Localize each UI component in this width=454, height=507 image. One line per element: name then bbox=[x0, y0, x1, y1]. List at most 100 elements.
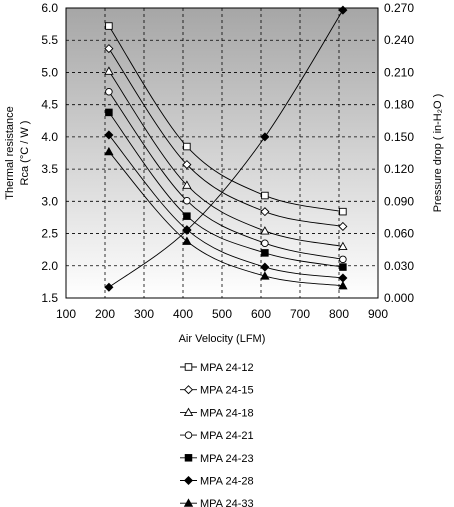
series-mpa-24-33 bbox=[104, 146, 348, 290]
data-point bbox=[260, 262, 270, 272]
legend-label: MPA 24-18 bbox=[200, 407, 254, 419]
y-right-tick-label: 0.270 bbox=[384, 1, 414, 15]
pressure-drop-point bbox=[260, 132, 270, 142]
pressure-drop-point bbox=[182, 225, 192, 235]
data-point bbox=[104, 44, 114, 54]
y-right-tick-label: 0.000 bbox=[384, 291, 414, 305]
y-left-axis-ticks: 1.5 2.0 2.5 3.0 3.5 4.0 4.5 5.0 5.5 6.0 bbox=[41, 1, 58, 305]
y-right-tick-label: 0.180 bbox=[384, 98, 414, 112]
legend-marker bbox=[184, 431, 193, 439]
legend-label: MPA 24-21 bbox=[200, 430, 254, 442]
y-right-tick-label: 0.030 bbox=[384, 259, 414, 273]
x-axis-ticks: 100 200 300 400 500 600 700 800 900 bbox=[56, 307, 388, 321]
y-right-tick-label: 0.240 bbox=[384, 33, 414, 47]
series-line bbox=[108, 112, 343, 268]
pressure-drop-point bbox=[338, 5, 348, 15]
data-point bbox=[183, 212, 191, 220]
data-point bbox=[104, 66, 114, 75]
y-left-tick-label: 6.0 bbox=[41, 1, 58, 15]
data-point bbox=[338, 241, 348, 251]
legend-label: MPA 24-33 bbox=[200, 498, 254, 507]
x-tick-label: 700 bbox=[290, 307, 310, 321]
series-line bbox=[108, 25, 343, 213]
y-left-tick-label: 2.5 bbox=[41, 227, 58, 241]
legend-label: MPA 24-15 bbox=[200, 385, 254, 397]
legend-item: MPA 24-23 bbox=[180, 453, 254, 465]
pressure-drop-line bbox=[108, 9, 344, 288]
data-point bbox=[104, 146, 114, 156]
data-point bbox=[182, 160, 192, 170]
x-tick-label: 400 bbox=[173, 307, 193, 321]
data-point bbox=[260, 226, 270, 235]
pressure-drop-point bbox=[104, 282, 114, 292]
y-left-tick-label: 2.0 bbox=[41, 259, 58, 273]
y-left-axis-label-line1: Thermal resistance bbox=[4, 106, 16, 200]
legend-item: MPA 24-28 bbox=[180, 476, 254, 488]
data-point bbox=[260, 271, 270, 280]
y-left-tick-label: 5.0 bbox=[41, 65, 58, 79]
data-point bbox=[261, 191, 269, 200]
data-point bbox=[105, 108, 113, 117]
legend-marker bbox=[183, 475, 194, 486]
series-layer bbox=[104, 5, 348, 292]
legend-marker bbox=[183, 407, 194, 416]
series-line bbox=[108, 48, 343, 227]
y-right-tick-label: 0.210 bbox=[384, 65, 414, 79]
x-axis-label: Air Velocity (LFM) bbox=[179, 333, 266, 345]
series-line bbox=[108, 91, 343, 260]
x-tick-label: 300 bbox=[134, 307, 154, 321]
legend-item: MPA 24-21 bbox=[180, 430, 254, 442]
legend-label: MPA 24-28 bbox=[200, 476, 254, 488]
y-left-tick-label: 1.5 bbox=[41, 291, 58, 305]
legend-item: MPA 24-12 bbox=[180, 362, 254, 374]
x-tick-label: 600 bbox=[251, 307, 271, 321]
data-point bbox=[182, 180, 192, 189]
x-tick-label: 100 bbox=[56, 307, 76, 321]
legend-marker bbox=[184, 363, 193, 371]
legend-marker bbox=[183, 498, 194, 507]
data-point bbox=[261, 239, 269, 247]
y-right-axis-label: Pressure drop ( in-H₂O ) bbox=[432, 94, 444, 213]
legend: MPA 24-12 MPA 24-15 MPA 24-18 MPA 24-21 MPA … bbox=[180, 362, 254, 507]
data-point bbox=[183, 196, 191, 205]
legend-item: MPA 24-18 bbox=[180, 407, 254, 419]
series-line bbox=[108, 70, 343, 247]
legend-marker bbox=[183, 385, 194, 395]
legend-label: MPA 24-23 bbox=[200, 453, 254, 465]
legend-label: MPA 24-12 bbox=[200, 362, 254, 374]
y-right-tick-label: 0.150 bbox=[384, 130, 414, 144]
series-mpa-24-23 bbox=[105, 108, 347, 271]
series-pressure-drop bbox=[104, 5, 348, 292]
y-left-tick-label: 5.5 bbox=[41, 33, 58, 47]
data-point bbox=[338, 280, 348, 290]
data-point bbox=[339, 263, 347, 271]
data-point bbox=[105, 22, 113, 30]
series-line bbox=[108, 151, 343, 287]
series-mpa-24-18 bbox=[104, 66, 348, 251]
data-point bbox=[261, 249, 269, 257]
y-left-tick-label: 3.0 bbox=[41, 194, 58, 208]
data-point bbox=[260, 207, 270, 217]
series-line bbox=[108, 134, 343, 279]
data-point bbox=[105, 88, 113, 96]
y-left-tick-label: 3.5 bbox=[41, 162, 58, 176]
y-right-tick-label: 0.120 bbox=[384, 162, 414, 176]
data-point bbox=[183, 142, 191, 151]
legend-marker bbox=[184, 454, 193, 462]
y-left-axis-label-line2: Rca (°C / W ) bbox=[19, 121, 31, 186]
y-right-tick-label: 0.060 bbox=[384, 227, 414, 241]
legend-item: MPA 24-33 bbox=[180, 498, 254, 507]
y-left-tick-label: 4.0 bbox=[41, 130, 58, 144]
x-tick-label: 500 bbox=[212, 307, 232, 321]
data-point bbox=[104, 130, 114, 140]
data-point bbox=[339, 207, 347, 216]
data-point bbox=[182, 236, 192, 245]
series-mpa-24-12 bbox=[105, 22, 347, 216]
y-left-tick-label: 4.5 bbox=[41, 98, 58, 112]
y-right-axis-ticks: 0.000 0.030 0.060 0.090 0.120 0.150 0.180 0.210… bbox=[384, 1, 414, 305]
series-mpa-24-15 bbox=[104, 44, 348, 232]
y-right-tick-label: 0.090 bbox=[384, 194, 414, 208]
x-tick-label: 900 bbox=[368, 307, 388, 321]
legend-item: MPA 24-15 bbox=[180, 385, 254, 397]
